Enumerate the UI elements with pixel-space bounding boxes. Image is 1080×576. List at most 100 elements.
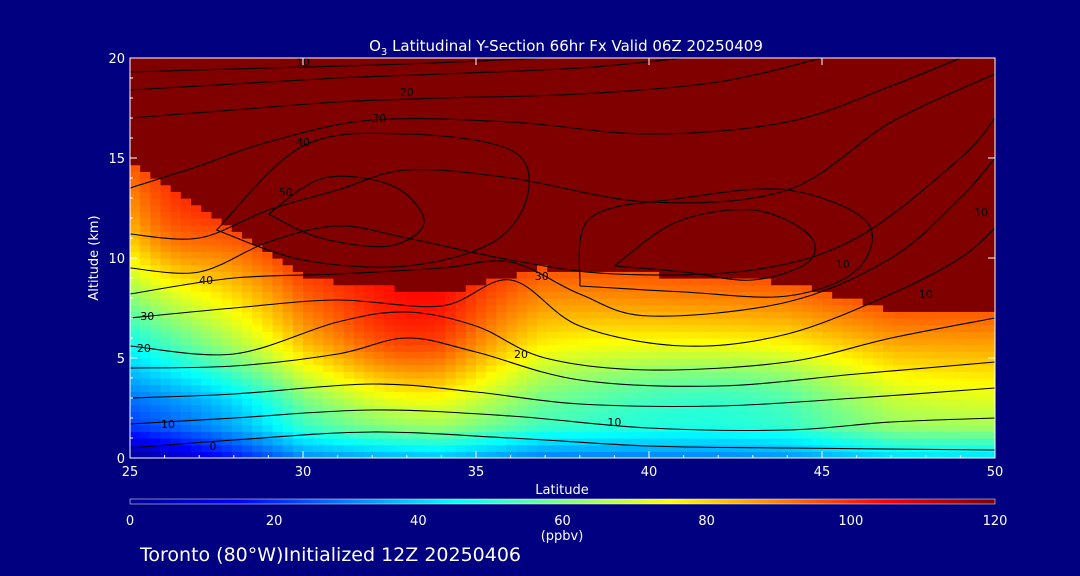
heatmap-cell bbox=[913, 338, 925, 346]
heatmap-cell bbox=[577, 138, 589, 146]
heatmap-cell bbox=[364, 284, 375, 292]
heatmap-cell bbox=[465, 311, 477, 319]
heatmap-cell bbox=[567, 171, 579, 179]
heatmap-cell bbox=[557, 198, 569, 206]
heatmap-cell bbox=[496, 104, 508, 112]
heatmap-cell bbox=[211, 431, 223, 439]
heatmap-cell bbox=[435, 344, 447, 352]
heatmap-cell bbox=[384, 231, 396, 239]
heatmap-cell bbox=[577, 278, 589, 286]
heatmap-cell bbox=[598, 91, 609, 99]
heatmap-cell bbox=[771, 371, 782, 379]
heatmap-cell bbox=[944, 311, 955, 319]
heatmap-cell bbox=[404, 431, 416, 439]
heatmap-cell bbox=[313, 78, 324, 86]
heatmap-cell bbox=[608, 438, 620, 446]
heatmap-cell bbox=[486, 391, 497, 399]
heatmap-cell bbox=[720, 258, 732, 266]
heatmap-cell bbox=[476, 304, 487, 312]
heatmap-cell bbox=[353, 151, 365, 159]
heatmap-cell bbox=[944, 378, 955, 386]
heatmap-cell bbox=[689, 111, 701, 119]
heatmap-cell bbox=[811, 438, 823, 446]
heatmap-cell bbox=[730, 364, 742, 372]
heatmap-cell bbox=[526, 78, 538, 86]
heatmap-cell bbox=[679, 118, 691, 126]
heatmap-cell bbox=[282, 318, 294, 326]
heatmap-cell bbox=[649, 111, 660, 119]
heatmap-cell bbox=[394, 371, 406, 379]
heatmap-cell bbox=[893, 64, 905, 72]
heatmap-cell bbox=[974, 418, 986, 426]
heatmap-cell bbox=[842, 391, 854, 399]
heatmap-cell bbox=[140, 231, 151, 239]
heatmap-cell bbox=[414, 191, 426, 199]
heatmap-cell bbox=[160, 164, 172, 172]
heatmap-cell bbox=[150, 224, 162, 232]
heatmap-cell bbox=[140, 444, 151, 452]
heatmap-cell bbox=[801, 378, 813, 386]
heatmap-cell bbox=[679, 71, 691, 79]
heatmap-cell bbox=[842, 384, 854, 392]
heatmap-cell bbox=[872, 84, 884, 92]
heatmap-cell bbox=[313, 424, 324, 432]
heatmap-cell bbox=[476, 384, 487, 392]
heatmap-cell bbox=[659, 278, 670, 286]
heatmap-cell bbox=[130, 424, 141, 432]
heatmap-cell bbox=[333, 364, 345, 372]
heatmap-cell bbox=[893, 278, 905, 286]
heatmap-cell bbox=[303, 284, 314, 292]
heatmap-cell bbox=[944, 158, 955, 166]
heatmap-cell bbox=[771, 131, 782, 139]
heatmap-cell bbox=[547, 131, 559, 139]
heatmap-cell bbox=[913, 318, 925, 326]
heatmap-cell bbox=[811, 231, 823, 239]
heatmap-cell bbox=[944, 364, 955, 372]
heatmap-cell bbox=[822, 351, 833, 359]
heatmap-cell bbox=[516, 371, 528, 379]
heatmap-cell bbox=[710, 191, 721, 199]
heatmap-cell bbox=[944, 251, 955, 259]
heatmap-cell bbox=[282, 144, 294, 152]
heatmap-cell bbox=[740, 78, 752, 86]
heatmap-cell bbox=[231, 84, 243, 92]
heatmap-cell bbox=[669, 98, 681, 106]
heatmap-cell bbox=[404, 344, 416, 352]
heatmap-cell bbox=[160, 291, 172, 299]
heatmap-cell bbox=[526, 384, 538, 392]
heatmap-cell bbox=[832, 191, 843, 199]
heatmap-cell bbox=[822, 318, 833, 326]
heatmap-cell bbox=[455, 258, 467, 266]
heatmap-cell bbox=[465, 144, 477, 152]
heatmap-cell bbox=[150, 111, 162, 119]
heatmap-cell bbox=[170, 358, 182, 366]
heatmap-cell bbox=[241, 98, 253, 106]
heatmap-cell bbox=[394, 351, 406, 359]
heatmap-cell bbox=[211, 158, 223, 166]
heatmap-cell bbox=[720, 424, 732, 432]
heatmap-cell bbox=[221, 158, 233, 166]
heatmap-cell bbox=[130, 258, 141, 266]
heatmap-cell bbox=[150, 391, 162, 399]
heatmap-cell bbox=[292, 158, 304, 166]
heatmap-cell bbox=[893, 264, 905, 272]
heatmap-cell bbox=[913, 384, 925, 392]
heatmap-cell bbox=[587, 198, 599, 206]
heatmap-cell bbox=[272, 144, 284, 152]
heatmap-cell bbox=[282, 244, 294, 252]
heatmap-cell bbox=[374, 291, 386, 299]
heatmap-cell bbox=[435, 158, 447, 166]
heatmap-cell bbox=[547, 424, 559, 432]
heatmap-cell bbox=[659, 418, 670, 426]
heatmap-cell bbox=[323, 204, 335, 212]
heatmap-cell bbox=[832, 164, 843, 172]
heatmap-cell bbox=[954, 98, 966, 106]
heatmap-cell bbox=[374, 238, 386, 246]
heatmap-cell bbox=[740, 84, 752, 92]
heatmap-cell bbox=[649, 291, 660, 299]
heatmap-cell bbox=[811, 364, 823, 372]
heatmap-cell bbox=[598, 424, 609, 432]
heatmap-cell bbox=[781, 324, 793, 332]
heatmap-cell bbox=[954, 311, 966, 319]
heatmap-cell bbox=[862, 338, 874, 346]
